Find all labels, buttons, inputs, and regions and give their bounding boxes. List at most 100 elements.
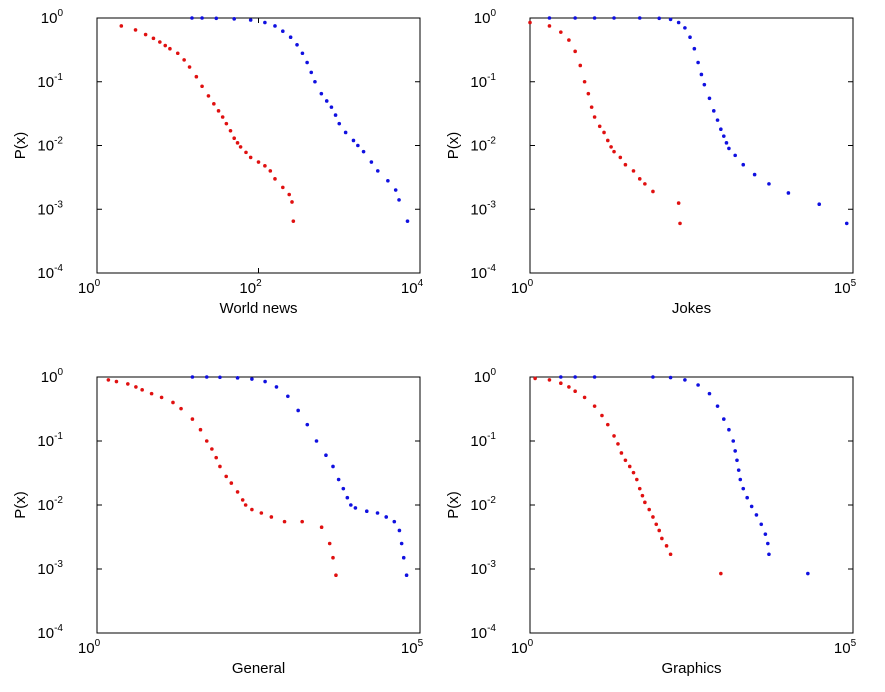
y-tick-label: 10-1 xyxy=(470,431,496,450)
x-tick-label: 100 xyxy=(511,278,534,297)
y-tick-label-exp: 0 xyxy=(490,8,496,19)
data-point xyxy=(404,573,409,578)
data-point xyxy=(273,177,277,181)
y-tick-label-exp: -1 xyxy=(54,431,63,442)
x-axis-label: World news xyxy=(219,300,297,317)
data-point xyxy=(592,404,597,408)
data-point xyxy=(668,552,673,557)
x-tick-label-exp: 5 xyxy=(418,638,424,649)
y-tick-label: 100 xyxy=(474,367,497,386)
data-point xyxy=(722,417,726,421)
data-point xyxy=(274,385,279,389)
data-point xyxy=(612,16,616,20)
data-point xyxy=(288,35,293,39)
data-point xyxy=(263,379,267,384)
y-tick-label: 10-2 xyxy=(37,495,63,514)
data-point xyxy=(250,377,254,381)
data-point xyxy=(631,470,636,475)
data-point xyxy=(220,115,225,119)
y-tick-label-base: 10 xyxy=(474,369,491,386)
data-point xyxy=(229,481,234,485)
data-point xyxy=(341,486,346,491)
data-point xyxy=(702,82,707,87)
data-point xyxy=(190,375,195,379)
data-point xyxy=(736,468,741,472)
y-tick-label: 10-3 xyxy=(470,199,496,218)
data-point xyxy=(319,91,324,96)
data-point xyxy=(547,16,552,20)
data-point xyxy=(528,20,532,25)
data-point xyxy=(384,515,389,519)
series-1 xyxy=(106,378,338,578)
y-tick-label-base: 10 xyxy=(41,369,58,386)
data-point xyxy=(212,102,216,106)
data-point xyxy=(618,155,623,160)
data-point xyxy=(533,376,537,381)
x-tick-label-base: 10 xyxy=(511,280,528,297)
data-point xyxy=(216,109,221,113)
y-tick-label-exp: -2 xyxy=(487,495,496,506)
y-tick-label-exp: -2 xyxy=(54,495,63,506)
series-1 xyxy=(533,376,723,576)
data-point xyxy=(248,18,253,22)
data-point xyxy=(559,381,563,386)
y-tick-label-base: 10 xyxy=(37,138,54,155)
y-axis-label: P(x) xyxy=(12,491,29,519)
y-tick-label-exp: -4 xyxy=(54,623,63,634)
x-tick-label-base: 10 xyxy=(78,280,95,297)
x-tick-label-exp: 0 xyxy=(528,278,534,289)
y-tick-label-base: 10 xyxy=(37,265,54,282)
y-tick-label-exp: -4 xyxy=(487,263,496,274)
y-tick-label-base: 10 xyxy=(37,625,54,642)
data-point xyxy=(707,391,712,396)
data-point xyxy=(232,17,236,21)
data-point xyxy=(393,188,398,192)
data-point xyxy=(361,149,366,154)
data-point xyxy=(187,65,192,69)
data-point xyxy=(240,498,245,502)
data-point xyxy=(235,376,240,380)
data-point xyxy=(634,477,639,482)
data-point xyxy=(248,155,253,160)
data-point xyxy=(106,378,111,382)
x-tick-label-exp: 5 xyxy=(851,278,857,289)
y-tick-label-exp: -1 xyxy=(487,72,496,83)
data-point xyxy=(349,503,353,507)
data-point xyxy=(733,449,737,453)
data-point xyxy=(668,17,673,22)
data-point xyxy=(256,160,261,164)
data-point xyxy=(259,511,264,515)
data-point xyxy=(643,500,647,505)
data-point xyxy=(589,105,594,109)
data-point xyxy=(397,528,402,533)
y-tick-label: 10-2 xyxy=(37,136,63,155)
data-point xyxy=(643,182,647,186)
data-point xyxy=(668,375,673,380)
x-tick-label-exp: 0 xyxy=(528,638,534,649)
data-point xyxy=(268,169,273,173)
data-point xyxy=(637,16,642,20)
data-point xyxy=(286,394,290,399)
data-point xyxy=(592,115,597,119)
x-tick-label-base: 10 xyxy=(834,280,851,297)
x-tick-label-base: 10 xyxy=(78,640,95,657)
series-1 xyxy=(528,20,682,226)
data-point xyxy=(300,51,305,56)
x-tick-label: 100 xyxy=(78,638,101,657)
data-point xyxy=(327,541,332,546)
data-point xyxy=(190,16,194,20)
data-point xyxy=(612,434,616,438)
data-point xyxy=(263,164,267,168)
data-point xyxy=(287,192,292,197)
data-point xyxy=(715,118,720,122)
data-point xyxy=(331,464,335,469)
y-tick-label-base: 10 xyxy=(470,138,487,155)
x-tick-label-exp: 4 xyxy=(418,278,424,289)
data-point xyxy=(329,105,334,109)
y-tick-label: 10-4 xyxy=(37,263,63,282)
data-point xyxy=(369,160,374,164)
data-point xyxy=(724,141,729,145)
